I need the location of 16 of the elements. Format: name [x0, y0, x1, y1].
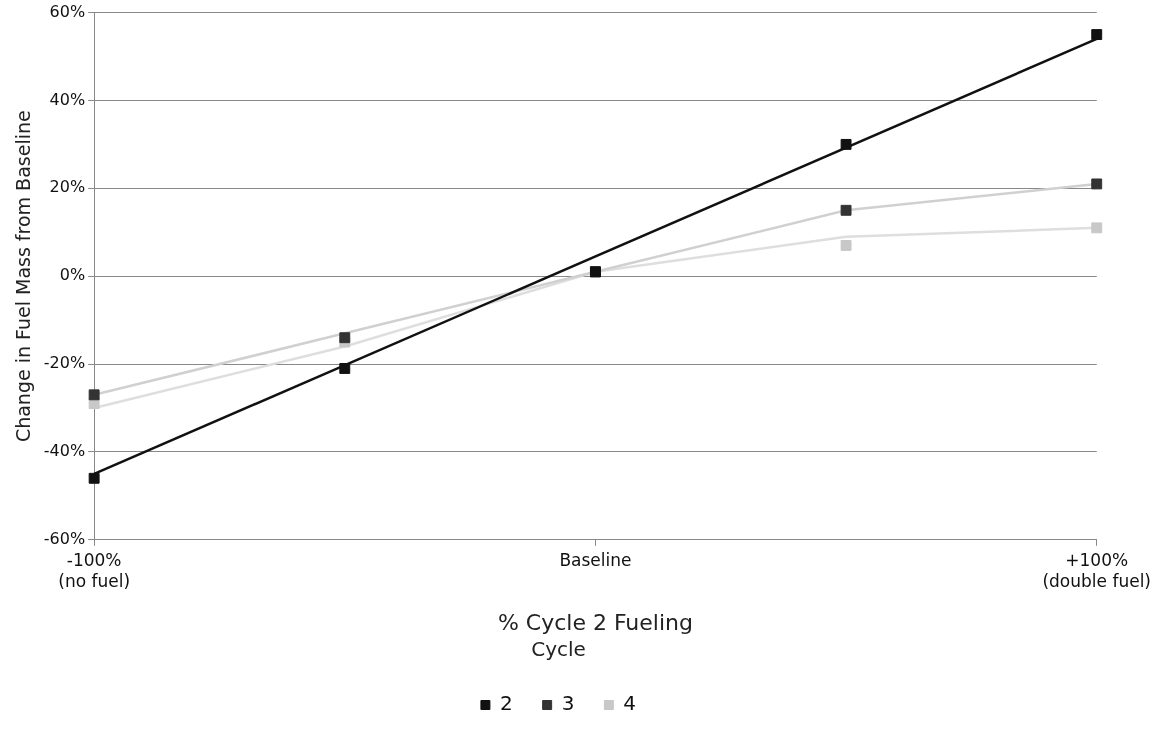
y-tick-label: 60% — [49, 1, 86, 21]
y-tick-label: -60% — [43, 528, 86, 548]
y-tick-label: -20% — [43, 353, 86, 373]
y-tick-label: 0% — [59, 265, 86, 285]
legend-label: 2 — [499, 691, 513, 716]
x-axis-title: % Cycle 2 Fueling — [497, 609, 693, 635]
x-tick-label: Baseline — [559, 550, 632, 571]
legend-label: 3 — [561, 691, 575, 716]
y-tick-label: 20% — [49, 177, 86, 197]
y-tick-label: 40% — [49, 89, 86, 109]
legend-title: Cycle — [531, 637, 586, 662]
y-axis-title: Change in Fuel Mass from Baseline — [12, 110, 35, 443]
x-tick-label: -100% (no fuel) — [58, 550, 131, 591]
y-tick-label: -40% — [43, 441, 86, 461]
x-tick-label: +100% (double fuel) — [1042, 550, 1152, 591]
legend-label: 4 — [623, 691, 637, 716]
